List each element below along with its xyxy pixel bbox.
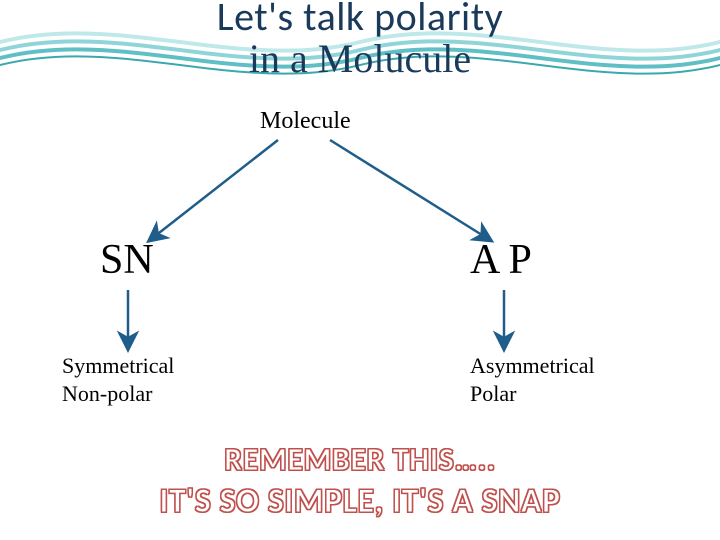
leaf-sn-line1: Symmetrical bbox=[62, 353, 174, 378]
branch-sn-label: SN bbox=[100, 236, 154, 284]
footer: REMEMBER THIS….. IT'S SO SIMPLE, IT'S A … bbox=[0, 440, 720, 522]
title-line-2: in a Molucule bbox=[0, 35, 720, 82]
arrow-root-to-ap bbox=[330, 140, 490, 240]
arrow-root-to-sn bbox=[150, 140, 278, 240]
slide-title: Let's talk polarity in a Molucule bbox=[0, 0, 720, 82]
leaf-ap: Asymmetrical Polar bbox=[470, 352, 595, 407]
footer-line-1: REMEMBER THIS….. bbox=[0, 440, 720, 479]
branch-ap-label: A P bbox=[470, 236, 532, 284]
tree-root-label: Molecule bbox=[260, 108, 351, 135]
leaf-sn-line2: Non-polar bbox=[62, 381, 152, 406]
footer-line-2: IT'S SO SIMPLE, IT'S A SNAP bbox=[0, 481, 720, 522]
leaf-ap-line2: Polar bbox=[470, 381, 516, 406]
leaf-sn: Symmetrical Non-polar bbox=[62, 352, 174, 407]
leaf-ap-line1: Asymmetrical bbox=[470, 353, 595, 378]
